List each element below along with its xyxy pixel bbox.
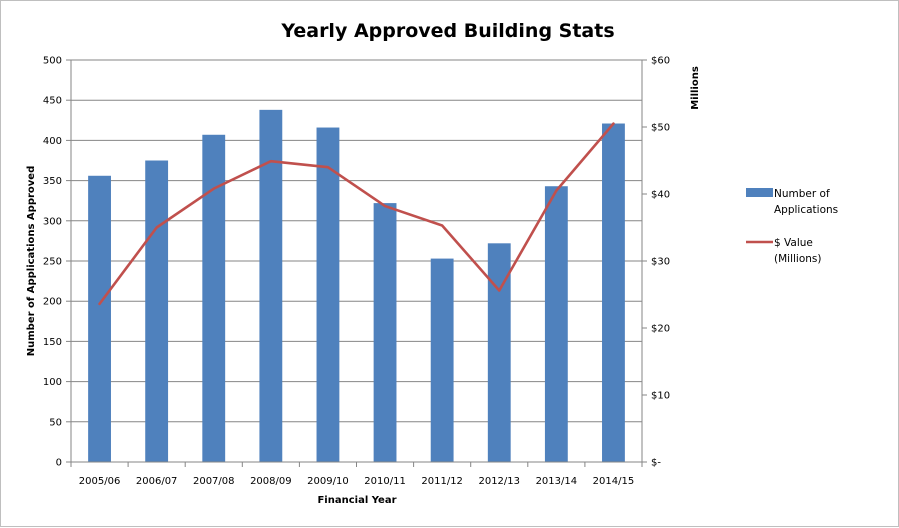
y2-axis-ticks: $- $10 $20 $30 $40 $50 $60 bbox=[642, 56, 670, 469]
x-tick-label: 2010/11 bbox=[364, 476, 406, 487]
x-axis-ticks: 2005/06 2006/07 2007/08 2008/09 2009/10 2010/… bbox=[70, 462, 643, 487]
value-line bbox=[98, 122, 615, 306]
legend: Number of Applications $ Value (Millions) bbox=[746, 188, 838, 265]
x-tick-label: 2005/06 bbox=[79, 476, 121, 487]
y-tick-label: 350 bbox=[43, 176, 62, 187]
y-tick-label: 200 bbox=[43, 297, 62, 308]
y-axis-ticks: 0 50 100 150 200 250 300 350 400 450 500 bbox=[43, 56, 71, 469]
y-tick-label: 450 bbox=[43, 96, 62, 107]
x-tick-label: 2007/08 bbox=[193, 476, 235, 487]
bar bbox=[88, 175, 111, 462]
bar bbox=[544, 186, 568, 462]
x-tick-label: 2012/13 bbox=[478, 476, 520, 487]
bar bbox=[316, 127, 340, 462]
y-tick-label: 0 bbox=[56, 458, 62, 469]
y-tick-label: 400 bbox=[43, 136, 62, 147]
legend-label-line: Number of bbox=[774, 188, 830, 200]
y-tick-label: 150 bbox=[43, 337, 62, 348]
y-tick-label: 250 bbox=[43, 257, 62, 268]
y-tick-label: 300 bbox=[43, 216, 62, 227]
x-tick-label: 2011/12 bbox=[421, 476, 463, 487]
bar bbox=[373, 203, 397, 462]
bar bbox=[487, 243, 511, 462]
y-tick-label: 50 bbox=[49, 417, 62, 428]
x-tick-label: 2006/07 bbox=[136, 476, 178, 487]
x-tick-label: 2009/10 bbox=[307, 476, 349, 487]
legend-label-bar: Number of Applications bbox=[774, 188, 838, 216]
y-tick-label: 100 bbox=[43, 377, 62, 388]
bar bbox=[145, 160, 169, 462]
legend-label-line: $ Value bbox=[774, 237, 813, 249]
bar bbox=[602, 123, 625, 463]
legend-label-line: (Millions) bbox=[774, 253, 821, 265]
y2-tick-label: $20 bbox=[651, 324, 670, 335]
y2-axis-title: Millions bbox=[690, 66, 701, 110]
y2-tick-label: $50 bbox=[651, 123, 670, 134]
bar-series bbox=[88, 109, 625, 463]
legend-label-line-series: $ Value (Millions) bbox=[774, 237, 821, 265]
legend-swatch-bar bbox=[746, 188, 773, 197]
legend-label-line: Applications bbox=[774, 204, 838, 216]
bar bbox=[430, 258, 454, 462]
chart-title: Yearly Approved Building Stats bbox=[280, 20, 614, 42]
x-axis-title: Financial Year bbox=[317, 495, 396, 506]
x-tick-label: 2013/14 bbox=[536, 476, 578, 487]
line-series bbox=[98, 122, 615, 306]
y2-tick-label: $40 bbox=[651, 190, 670, 201]
y2-tick-label: $30 bbox=[651, 257, 670, 268]
bar bbox=[202, 134, 226, 462]
bar bbox=[259, 109, 283, 463]
x-tick-label: 2008/09 bbox=[250, 476, 292, 487]
y2-tick-label: $10 bbox=[651, 391, 670, 402]
y-tick-label: 500 bbox=[43, 56, 62, 67]
x-tick-label: 2014/15 bbox=[593, 476, 635, 487]
y-axis-title: Number of Applications Approved bbox=[26, 166, 37, 357]
y2-tick-label: $60 bbox=[651, 56, 670, 67]
y2-tick-label: $- bbox=[651, 458, 661, 469]
